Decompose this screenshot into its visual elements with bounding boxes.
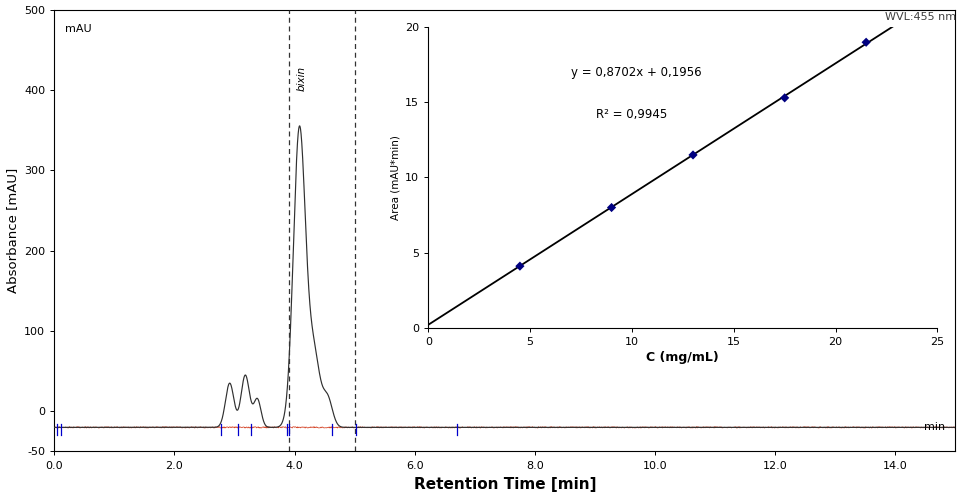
X-axis label: Retention Time [min]: Retention Time [min]	[413, 478, 596, 493]
Text: WVL:455 nm: WVL:455 nm	[885, 12, 956, 22]
Y-axis label: Absorbance [mAU]: Absorbance [mAU]	[6, 168, 18, 293]
Text: mAU: mAU	[65, 24, 91, 34]
Text: min: min	[924, 422, 945, 432]
Text: bixin: bixin	[297, 66, 307, 91]
